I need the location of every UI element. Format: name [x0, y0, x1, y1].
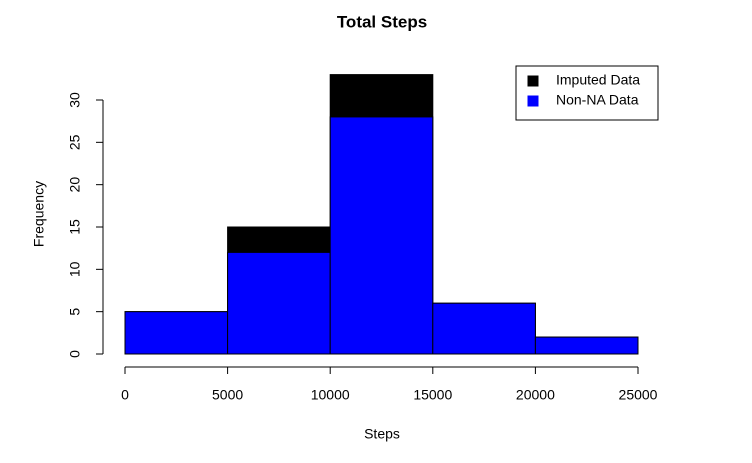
- y-tick-label: 10: [67, 261, 83, 277]
- x-tick-label: 15000: [413, 387, 452, 403]
- x-tick-label: 0: [121, 387, 129, 403]
- x-tick-label: 5000: [212, 387, 243, 403]
- x-tick-label: 25000: [619, 387, 658, 403]
- legend-swatch: [527, 95, 539, 107]
- x-tick-label: 20000: [516, 387, 555, 403]
- y-tick-label: 20: [67, 177, 83, 193]
- legend-label: Imputed Data: [556, 72, 640, 88]
- bar: [124, 311, 229, 355]
- legend-box: [515, 65, 659, 121]
- legend-swatch: [527, 75, 539, 87]
- bar: [329, 116, 434, 355]
- bar: [534, 336, 639, 355]
- x-axis-label: Steps: [364, 426, 400, 442]
- legend-label: Non-NA Data: [556, 92, 639, 108]
- y-tick-label: 5: [67, 308, 83, 316]
- x-tick-label: 10000: [311, 387, 350, 403]
- y-tick-label: 25: [67, 134, 83, 150]
- y-axis-label: Frequency: [31, 181, 47, 247]
- y-tick-label: 0: [67, 350, 83, 358]
- bar: [432, 302, 536, 355]
- y-tick-label: 15: [67, 219, 83, 235]
- bar: [227, 251, 331, 355]
- chart-title: Total Steps: [337, 12, 427, 31]
- y-tick-label: 30: [67, 92, 83, 108]
